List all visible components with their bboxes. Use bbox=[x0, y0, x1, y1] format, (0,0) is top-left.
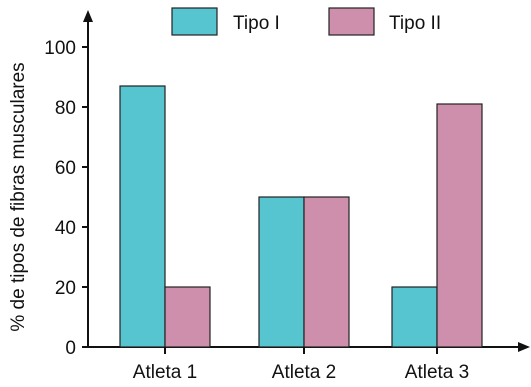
x-axis-arrow-icon bbox=[518, 342, 530, 352]
bar-tipo-i-atleta-3 bbox=[391, 286, 438, 348]
bar-tipo-i-atleta-1 bbox=[119, 85, 166, 348]
bar-tipo-ii-atleta-1 bbox=[164, 286, 211, 348]
y-ticks: 0 20 40 60 80 100 bbox=[44, 38, 88, 359]
bar-tipo-i-atleta-2 bbox=[258, 196, 305, 348]
bar-tipo-ii-atleta-2 bbox=[303, 196, 350, 348]
legend-swatch-tipo-i bbox=[171, 7, 218, 36]
y-axis-label: % de tipos de fibras musculares bbox=[8, 62, 29, 331]
y-tick-label: 100 bbox=[44, 38, 76, 59]
x-tick-label: Atleta 1 bbox=[133, 362, 197, 383]
legend-label: Tipo II bbox=[389, 13, 441, 34]
legend-swatch-tipo-ii bbox=[328, 7, 375, 36]
y-tick-label: 80 bbox=[55, 98, 76, 119]
x-ticks: Atleta 1 Atleta 2 Atleta 3 bbox=[133, 347, 469, 383]
legend: Tipo I Tipo II bbox=[171, 7, 441, 36]
y-axis-arrow-icon bbox=[83, 10, 93, 22]
x-tick-label: Atleta 3 bbox=[405, 362, 469, 383]
bars bbox=[119, 85, 483, 348]
legend-label: Tipo I bbox=[233, 13, 280, 34]
y-tick-label: 60 bbox=[55, 158, 76, 179]
y-tick-label: 40 bbox=[55, 218, 76, 239]
x-tick-label: Atleta 2 bbox=[272, 362, 336, 383]
y-tick-label: 0 bbox=[65, 338, 76, 359]
bar-tipo-ii-atleta-3 bbox=[436, 103, 483, 348]
y-tick-label: 20 bbox=[55, 278, 76, 299]
